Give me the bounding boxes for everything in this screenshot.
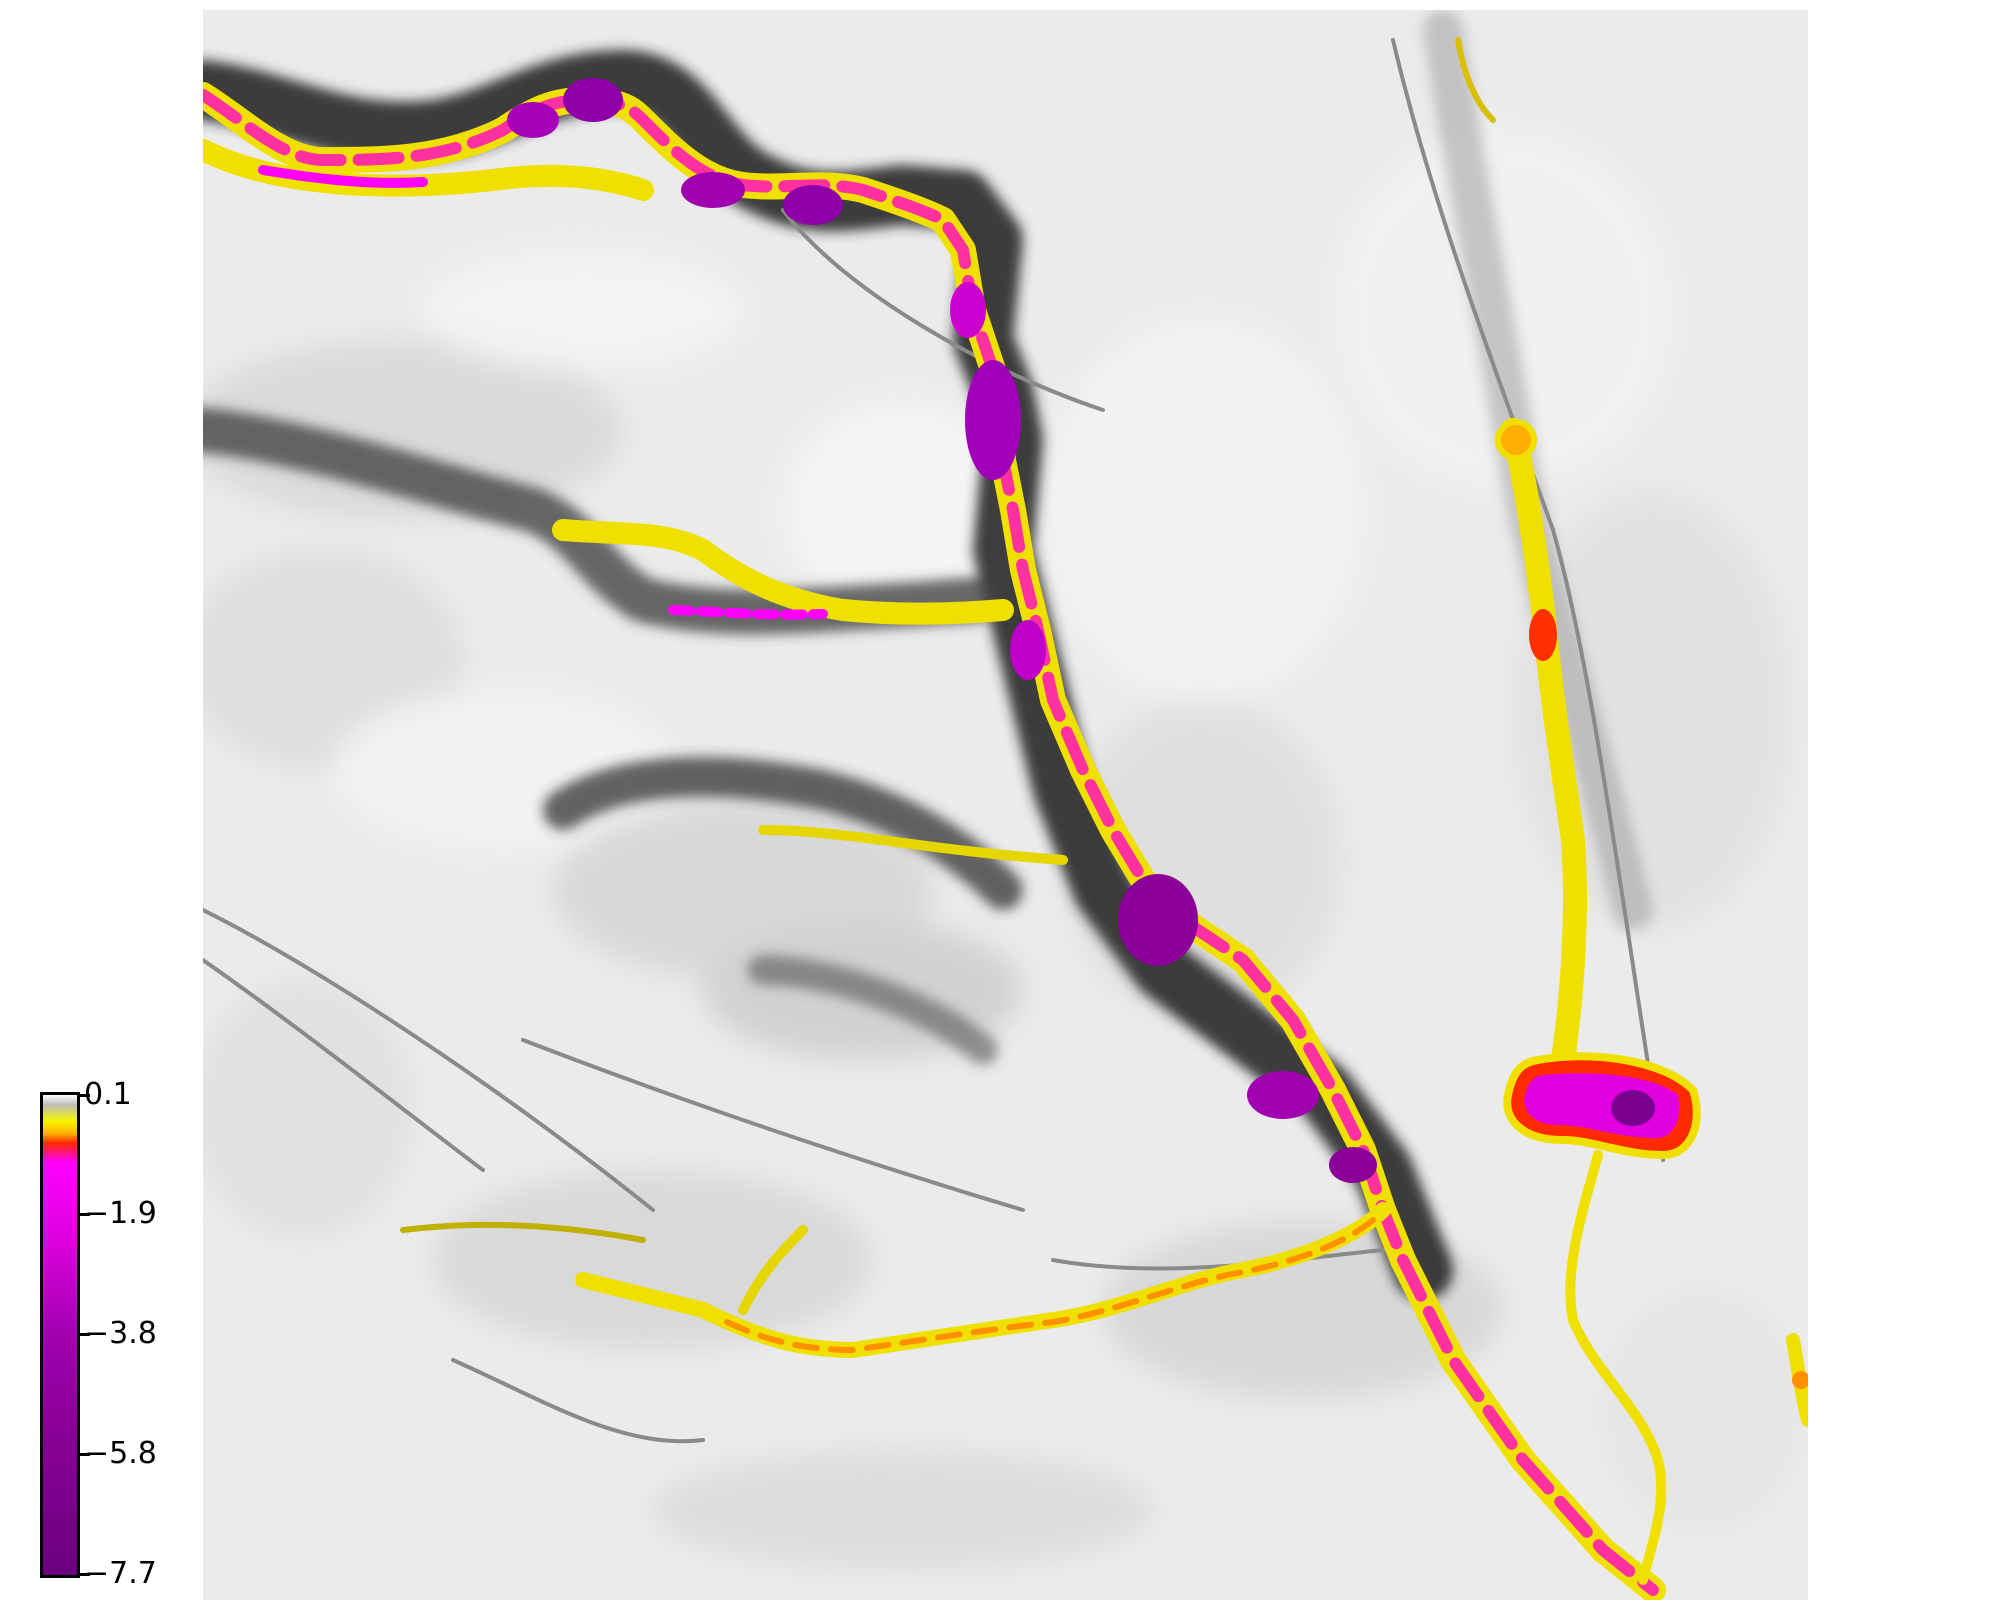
- colorbar: [40, 1092, 80, 1578]
- colorbar-tick: [80, 1094, 90, 1097]
- colorbar-tick: [80, 1453, 90, 1456]
- colorbar-tick: [80, 1573, 90, 1576]
- relief-map-svg: [203, 10, 1808, 1600]
- colorbar-tick: [80, 1213, 90, 1216]
- colorbar-label: −3.8: [84, 1316, 157, 1351]
- river-channel-overlay: [203, 37, 1808, 1600]
- colorbar-label-min: −7.7: [84, 1556, 157, 1591]
- channel-pools: [507, 78, 1377, 1183]
- colorbar-label: −1.9: [84, 1196, 157, 1231]
- colorbar-label: −5.8: [84, 1436, 157, 1471]
- colorbar-tick: [80, 1333, 90, 1336]
- relief-map: [203, 10, 1808, 1600]
- colorbar-label-max: 0.1: [84, 1077, 132, 1112]
